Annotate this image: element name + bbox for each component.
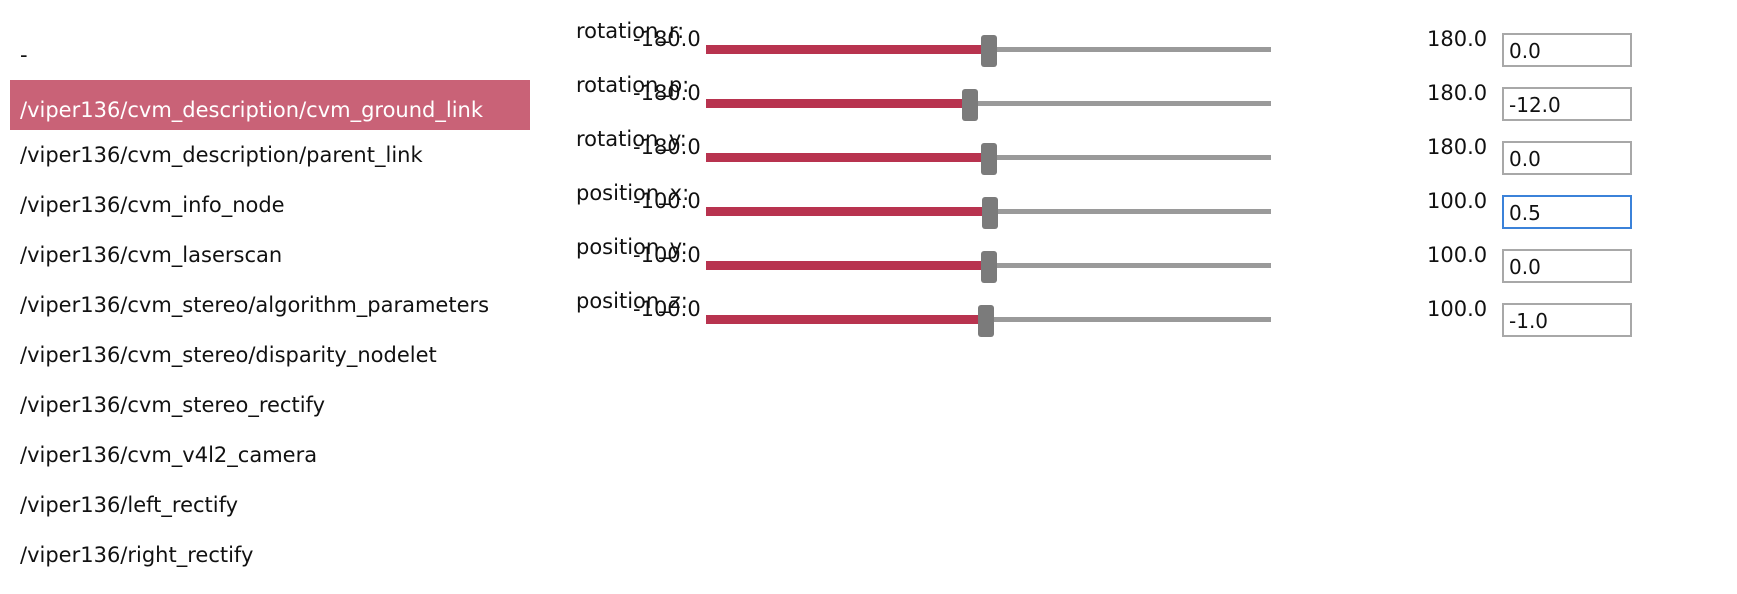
node-list-item[interactable]: /viper136/cvm_description/cvm_ground_lin… xyxy=(10,80,530,130)
position_z-max-label: 100.0 xyxy=(1427,297,1488,321)
slider-thumb[interactable] xyxy=(961,89,978,121)
slider-thumb[interactable] xyxy=(980,35,997,67)
position_z-slider[interactable] xyxy=(706,287,1271,347)
slider-fill xyxy=(706,153,989,162)
position_x-slider[interactable] xyxy=(706,179,1271,239)
slider-fill xyxy=(706,99,970,108)
rotation_p-value-input[interactable] xyxy=(1502,87,1632,121)
node-list-item[interactable]: - xyxy=(20,43,28,67)
parameter-panel: rotation_r:-180.0180.0rotation_p:-180.01… xyxy=(576,0,1737,594)
slider-fill xyxy=(706,261,989,270)
node-list-item[interactable]: /viper136/left_rectify xyxy=(20,493,239,517)
rotation_y-label: rotation_y: xyxy=(576,127,687,151)
slider-thumb[interactable] xyxy=(980,251,997,283)
position_x-label: position_x: xyxy=(576,181,690,205)
rotation_p-label: rotation_p: xyxy=(576,73,690,97)
rotation_y-min-label: -180.0 xyxy=(633,135,701,159)
position_x-value-input[interactable] xyxy=(1502,195,1632,229)
node-list-item[interactable]: /viper136/right_rectify xyxy=(20,543,254,567)
node-list-item[interactable]: /viper136/cvm_stereo/algorithm_parameter… xyxy=(20,293,490,317)
slider-thumb[interactable] xyxy=(981,197,998,229)
slider-fill xyxy=(706,207,990,216)
rotation_r-slider[interactable] xyxy=(706,17,1271,77)
node-list-item[interactable]: /viper136/cvm_info_node xyxy=(20,193,285,217)
position_y-value-input[interactable] xyxy=(1502,249,1632,283)
position_y-row: position_y: -100.0 100.0 xyxy=(576,233,1737,293)
position_x-row: position_x: -100.0 100.0 xyxy=(576,179,1737,239)
rotation_y-slider[interactable] xyxy=(706,125,1271,185)
node-list-item[interactable]: /viper136/cvm_v4l2_camera xyxy=(20,443,318,467)
position_y-max-label: 100.0 xyxy=(1427,243,1488,267)
position_x-max-label: 100.0 xyxy=(1427,189,1488,213)
rotation_r-max-label: 180.0 xyxy=(1427,27,1488,51)
position_z-label: position_z: xyxy=(576,289,688,313)
position_z-min-label: -100.0 xyxy=(633,297,701,321)
position_y-min-label: -100.0 xyxy=(633,243,701,267)
node-list-item[interactable]: /viper136/cvm_laserscan xyxy=(20,243,283,267)
rotation_r-row: rotation_r: -180.0 180.0 xyxy=(576,17,1737,77)
position_y-label: position_y: xyxy=(576,235,688,259)
slider-track xyxy=(706,101,1271,106)
node-list-item[interactable]: /viper136/cvm_stereo_rectify xyxy=(20,393,326,417)
rotation_y-value-input[interactable] xyxy=(1502,141,1632,175)
slider-thumb[interactable] xyxy=(977,305,994,337)
rotation_r-label: rotation_r: xyxy=(576,19,685,43)
position_z-row: position_z: -100.0 100.0 xyxy=(576,287,1737,347)
position_z-value-input[interactable] xyxy=(1502,303,1632,337)
rotation_r-value-input[interactable] xyxy=(1502,33,1632,67)
rotation_y-row: rotation_y: -180.0 180.0 xyxy=(576,125,1737,185)
position_y-slider[interactable] xyxy=(706,233,1271,293)
rotation_p-min-label: -180.0 xyxy=(633,81,701,105)
rotation_p-row: rotation_p: -180.0 180.0 xyxy=(576,71,1737,131)
rotation_y-max-label: 180.0 xyxy=(1427,135,1488,159)
slider-fill xyxy=(706,45,989,54)
position_x-min-label: -100.0 xyxy=(633,189,701,213)
rotation_r-min-label: -180.0 xyxy=(633,27,701,51)
rotation_p-slider[interactable] xyxy=(706,71,1271,131)
node-list-item[interactable]: /viper136/cvm_stereo/disparity_nodelet xyxy=(20,343,437,367)
node-list: - /viper136/cvm_description/cvm_ground_li… xyxy=(10,30,530,580)
rotation_p-max-label: 180.0 xyxy=(1427,81,1488,105)
slider-thumb[interactable] xyxy=(980,143,997,175)
slider-fill xyxy=(706,315,986,324)
node-list-item[interactable]: /viper136/cvm_description/parent_link xyxy=(20,143,423,167)
